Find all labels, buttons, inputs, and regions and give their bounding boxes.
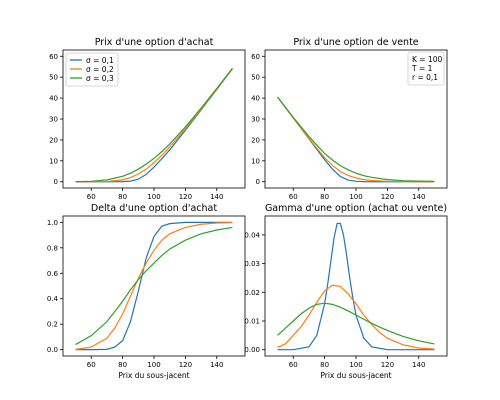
panel-title: Delta d'une option d'achat <box>91 203 218 214</box>
x-tick-label: 80 <box>118 361 127 369</box>
series-sigma-0-1 <box>277 96 435 183</box>
y-tick-label: 0.00 <box>244 346 260 354</box>
x-tick-label: 80 <box>118 193 127 201</box>
x-tick-label: 120 <box>179 361 192 369</box>
y-tick-label: 0.8 <box>47 244 58 252</box>
y-tick-label: 0.01 <box>244 318 260 326</box>
panel-call-price: Prix d'une option d'achat 60 80 100 120 140 0… <box>49 37 246 201</box>
param-rate: r = 0,1 <box>412 73 438 82</box>
series-group <box>75 67 233 183</box>
panel-put-price: Prix d'une option de vente 60 80 100 120 140… <box>251 37 448 201</box>
y-tick-label: 0.2 <box>47 321 58 329</box>
y-tick-label: 0.0 <box>47 346 58 354</box>
panel-title: Prix d'une option de vente <box>293 37 418 48</box>
y-tick-label: 10 <box>49 157 58 165</box>
series-sigma-0-3 <box>277 96 435 182</box>
y-tick-label: 30 <box>251 116 260 124</box>
series-sigma-0-2 <box>75 222 233 350</box>
plot-frame <box>264 215 448 357</box>
params-box-frame <box>407 51 445 86</box>
legend-label-s3: σ = 0,3 <box>86 74 114 83</box>
panel-title: Prix d'une option d'achat <box>95 37 214 48</box>
legend-label-s2: σ = 0,2 <box>86 65 114 74</box>
series-sigma-0-3 <box>75 226 233 346</box>
x-tick-label: 100 <box>349 361 362 369</box>
y-tick-label: 0.03 <box>244 260 260 268</box>
y-tick-label: 20 <box>251 136 260 144</box>
series-sigma-0-3 <box>277 302 435 345</box>
x-tick-label: 60 <box>289 361 298 369</box>
y-tick-label: 50 <box>251 74 260 82</box>
panel-gamma: Gamma d'une option (achat ou vente) 60 80… <box>244 203 448 380</box>
axis-ticks: 60 80 100 120 140 0.0 0.2 0.4 0.6 0.8 1.0 <box>47 219 224 369</box>
legend-label-s1: σ = 0,1 <box>86 56 114 65</box>
x-tick-label: 140 <box>412 193 425 201</box>
series-sigma-0-2 <box>277 96 435 183</box>
x-tick-label: 60 <box>87 361 96 369</box>
y-tick-label: 40 <box>49 95 58 103</box>
y-tick-label: 60 <box>251 53 260 61</box>
y-tick-label: 0 <box>54 178 58 186</box>
series-sigma-0-1 <box>75 221 233 351</box>
panel-call-delta: Delta d'une option d'achat 60 80 100 120 140… <box>47 203 246 380</box>
y-tick-label: 40 <box>251 95 260 103</box>
y-tick-label: 0.02 <box>244 289 260 297</box>
series-sigma-0-1 <box>277 222 435 351</box>
x-tick-label: 120 <box>381 193 394 201</box>
x-tick-label: 100 <box>147 193 160 201</box>
x-tick-label: 80 <box>320 193 329 201</box>
x-axis-label: Prix du sous-jacent <box>320 371 391 380</box>
y-tick-label: 1.0 <box>47 219 58 227</box>
axis-ticks: 60 80 100 120 140 0 10 20 30 40 50 60 <box>49 53 223 201</box>
x-tick-label: 140 <box>210 193 223 201</box>
param-maturity: T = 1 <box>411 64 433 73</box>
y-tick-label: 0 <box>256 178 260 186</box>
series-sigma-0-2 <box>277 284 435 350</box>
x-tick-label: 80 <box>320 361 329 369</box>
y-tick-label: 50 <box>49 74 58 82</box>
x-axis-label: Prix du sous-jacent <box>118 371 189 380</box>
y-tick-label: 0.04 <box>244 231 260 239</box>
panel-title: Gamma d'une option (achat ou vente) <box>265 203 447 214</box>
legend: σ = 0,1 σ = 0,2 σ = 0,3 <box>65 52 119 87</box>
y-tick-label: 10 <box>251 157 260 165</box>
x-tick-label: 60 <box>87 193 96 201</box>
param-strike: K = 100 <box>412 55 443 64</box>
x-tick-label: 100 <box>147 361 160 369</box>
params-box: K = 100 T = 1 r = 0,1 <box>407 51 445 86</box>
x-tick-label: 100 <box>349 193 362 201</box>
y-tick-label: 0.4 <box>47 295 59 303</box>
axis-ticks: 60 80 100 120 140 0 10 20 30 40 50 60 <box>251 53 425 201</box>
y-tick-label: 0.6 <box>47 270 59 278</box>
y-tick-label: 20 <box>49 136 58 144</box>
series-group <box>277 96 435 183</box>
x-tick-label: 140 <box>210 361 223 369</box>
x-tick-label: 120 <box>179 193 192 201</box>
series-sigma-0-2 <box>75 68 233 183</box>
y-tick-label: 30 <box>49 116 58 124</box>
series-sigma-0-3 <box>75 67 233 183</box>
x-tick-label: 120 <box>381 361 394 369</box>
x-tick-label: 60 <box>289 193 298 201</box>
axis-ticks: 60 80 100 120 140 0.00 0.01 0.02 0.03 0.04 <box>244 231 425 369</box>
x-tick-label: 140 <box>412 361 425 369</box>
series-group <box>277 222 435 351</box>
y-tick-label: 60 <box>49 53 58 61</box>
series-group <box>75 221 233 351</box>
